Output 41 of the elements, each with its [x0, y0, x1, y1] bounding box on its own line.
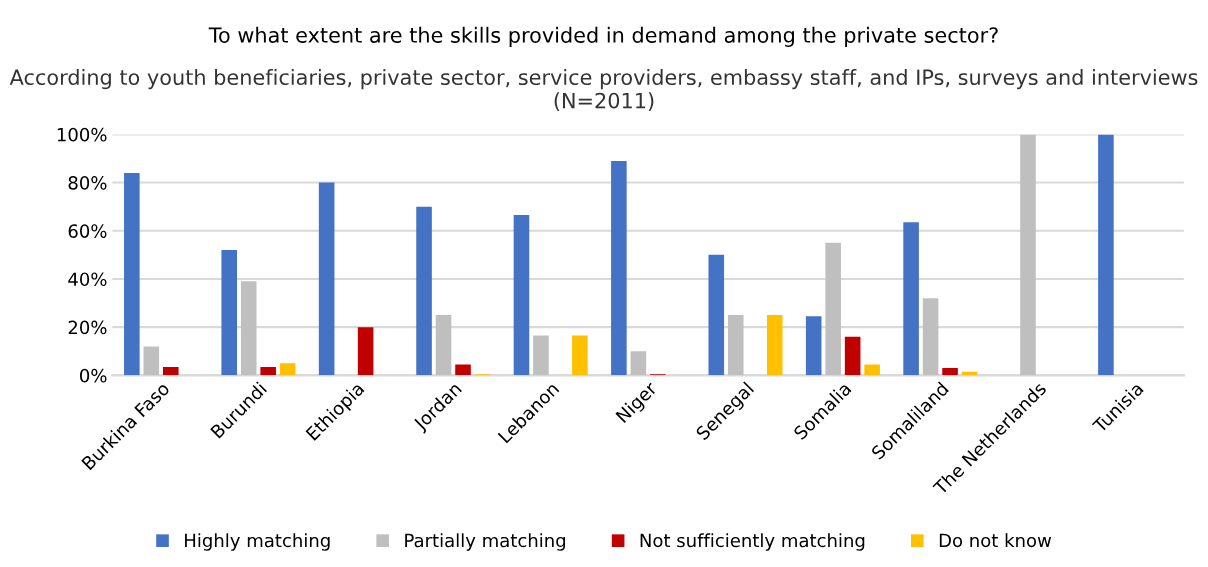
bar: [630, 351, 647, 376]
bar: [844, 336, 861, 376]
bar: [416, 206, 432, 376]
bar: [727, 315, 744, 376]
bar: [825, 242, 841, 376]
legend-label: Not sufficiently matching: [640, 533, 865, 551]
y-tick-label: 100%: [57, 127, 107, 142]
bar: [318, 182, 335, 376]
bar: [357, 327, 374, 376]
bar: [864, 364, 880, 376]
bar: [163, 366, 179, 376]
bar: [221, 250, 238, 376]
bar: [903, 222, 919, 376]
bar: [572, 335, 588, 376]
bar: [455, 364, 471, 376]
bar: [240, 281, 257, 376]
bar: [143, 346, 160, 376]
bar: [435, 315, 452, 376]
legend-label: Highly matching: [185, 533, 330, 551]
y-tick-label: 20%: [68, 320, 107, 335]
y-tick-label: 0%: [80, 368, 107, 383]
bar: [124, 172, 140, 376]
bar: [1020, 134, 1036, 376]
bar: [766, 315, 783, 376]
legend-label: Partially matching: [405, 533, 566, 551]
bar: [708, 254, 725, 376]
bar: [260, 366, 276, 376]
y-tick-label: 80%: [68, 176, 107, 190]
chart-title: To what extent are the skills provided in demand among the private sector?: [208, 26, 998, 47]
bar: [279, 363, 296, 376]
bar: [805, 316, 822, 376]
bar: [513, 215, 530, 376]
y-tick-label: 40%: [68, 272, 107, 287]
bar: [1098, 134, 1114, 376]
chart-subtitle: According to youth beneficiaries, private sector, service providers, embassy staff, and IPs, surveys and interviews (N=2011): [9, 68, 1198, 111]
legend-label: Do not know: [939, 533, 1052, 548]
y-tick-label: 60%: [68, 224, 107, 238]
bar: [922, 298, 939, 376]
bar: [533, 335, 549, 376]
bar: [942, 368, 958, 376]
bar: [611, 160, 627, 376]
